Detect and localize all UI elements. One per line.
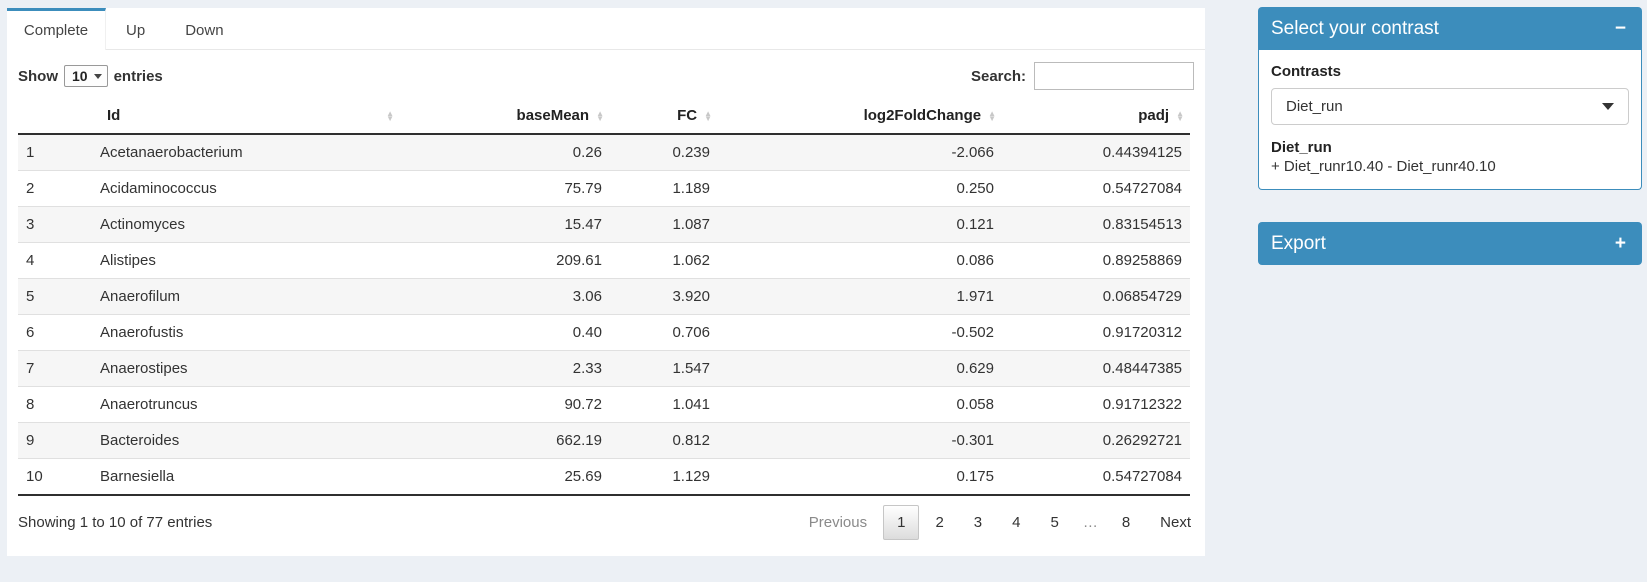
pagination-previous[interactable]: Previous bbox=[808, 514, 868, 531]
entries-label: entries bbox=[113, 67, 163, 85]
col-header-rownum bbox=[18, 98, 92, 135]
pagination-page-3[interactable]: 3 bbox=[973, 514, 983, 531]
export-panel-header: Export + bbox=[1258, 222, 1642, 265]
table-row[interactable]: 6 Anaerofustis 0.40 0.706 -0.502 0.91720… bbox=[18, 314, 1190, 351]
tab-complete[interactable]: Complete bbox=[7, 8, 106, 50]
contrast-panel-title: Select your contrast bbox=[1271, 17, 1439, 39]
results-panel: Complete Up Down Show 10 entries Search: bbox=[7, 8, 1205, 556]
expand-plus-icon[interactable]: + bbox=[1614, 233, 1626, 254]
table-row[interactable]: 3 Actinomyces 15.47 1.087 0.121 0.831545… bbox=[18, 206, 1190, 243]
table-footer: Showing 1 to 10 of 77 entries Previous 1… bbox=[7, 496, 1205, 544]
entries-select[interactable]: 10 bbox=[64, 65, 108, 87]
entries-length-control: Show 10 entries bbox=[18, 65, 163, 87]
pagination-page-1[interactable]: 1 bbox=[883, 505, 920, 540]
sort-icon bbox=[386, 111, 394, 121]
pagination-ellipsis: … bbox=[1082, 514, 1098, 531]
collapse-minus-icon[interactable]: − bbox=[1614, 18, 1626, 39]
pagination-page-2[interactable]: 2 bbox=[935, 514, 944, 531]
table-row[interactable]: 10 Barnesiella 25.69 1.129 0.175 0.54727… bbox=[18, 458, 1190, 496]
table-info: Showing 1 to 10 of 77 entries bbox=[18, 514, 213, 531]
sort-icon bbox=[1176, 111, 1184, 121]
chevron-down-icon bbox=[93, 73, 102, 79]
sort-icon bbox=[988, 111, 996, 121]
table-row[interactable]: 9 Bacteroides 662.19 0.812 -0.301 0.2629… bbox=[18, 422, 1190, 459]
col-header-padj[interactable]: padj bbox=[1002, 98, 1190, 135]
pagination-next[interactable]: Next bbox=[1160, 514, 1191, 531]
contrasts-label: Contrasts bbox=[1271, 63, 1342, 80]
table-row[interactable]: 4 Alistipes 209.61 1.062 0.086 0.8925886… bbox=[18, 242, 1190, 279]
entries-select-value: 10 bbox=[72, 68, 88, 84]
contrast-name: Diet_run bbox=[1271, 139, 1332, 156]
sort-icon bbox=[596, 111, 604, 121]
contrast-select[interactable]: Diet_run bbox=[1271, 88, 1629, 125]
show-label: Show bbox=[18, 67, 58, 85]
pagination-page-4[interactable]: 4 bbox=[1012, 514, 1021, 531]
export-panel: Export + bbox=[1258, 222, 1642, 265]
table-row[interactable]: 1 Acetanaerobacterium 0.26 0.239 -2.066 … bbox=[18, 134, 1190, 171]
contrast-panel-header: Select your contrast − bbox=[1258, 7, 1642, 50]
sort-icon bbox=[704, 111, 712, 121]
table-header-row: Id baseMean FC bbox=[18, 98, 1190, 135]
col-header-basemean[interactable]: baseMean bbox=[400, 98, 610, 135]
contrast-formula: + Diet_runr10.40 - Diet_runr40.10 bbox=[1271, 158, 1496, 175]
pagination-page-8[interactable]: 8 bbox=[1121, 514, 1131, 531]
results-table: Id baseMean FC bbox=[18, 98, 1190, 496]
contrast-panel-body: Contrasts Diet_run Diet_run + Diet_runr1… bbox=[1258, 50, 1642, 190]
pagination: Previous 1 2 3 4 5 … 8 Next bbox=[793, 505, 1205, 540]
table-row[interactable]: 2 Acidaminococcus 75.79 1.189 0.250 0.54… bbox=[18, 170, 1190, 207]
col-header-fc[interactable]: FC bbox=[610, 98, 718, 135]
tab-down[interactable]: Down bbox=[185, 21, 224, 39]
search-input[interactable] bbox=[1034, 62, 1194, 90]
tab-up[interactable]: Up bbox=[126, 21, 146, 39]
pagination-page-5[interactable]: 5 bbox=[1050, 514, 1059, 531]
table-row[interactable]: 5 Anaerofilum 3.06 3.920 1.971 0.0685472… bbox=[18, 278, 1190, 315]
col-header-id[interactable]: Id bbox=[92, 98, 400, 135]
chevron-down-icon bbox=[1602, 103, 1614, 110]
search-control: Search: bbox=[971, 62, 1194, 90]
col-header-log2foldchange[interactable]: log2FoldChange bbox=[718, 98, 1002, 135]
table-controls: Show 10 entries Search: bbox=[7, 50, 1205, 98]
table-row[interactable]: 7 Anaerostipes 2.33 1.547 0.629 0.484473… bbox=[18, 350, 1190, 387]
contrast-select-value: Diet_run bbox=[1286, 98, 1343, 115]
contrast-panel: Select your contrast − Contrasts Diet_ru… bbox=[1258, 7, 1642, 190]
table-row[interactable]: 8 Anaerotruncus 90.72 1.041 0.058 0.9171… bbox=[18, 386, 1190, 423]
export-panel-title: Export bbox=[1271, 232, 1326, 254]
search-label: Search: bbox=[970, 67, 1026, 85]
results-tabs: Complete Up Down bbox=[7, 8, 1205, 50]
